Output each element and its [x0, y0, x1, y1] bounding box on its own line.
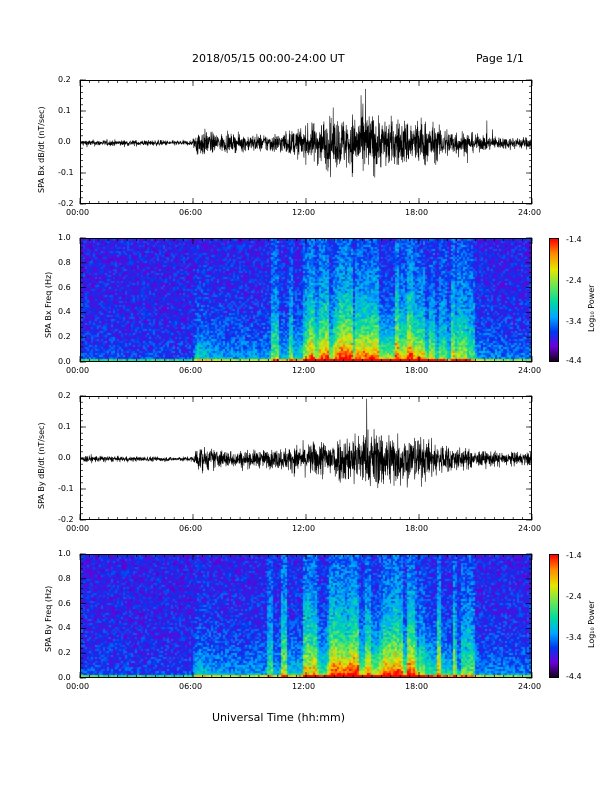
y-tick-label: 0.8: [58, 257, 71, 267]
by-colorbar-tick: -4.4: [566, 672, 582, 681]
y-tick-label: 0.0: [58, 453, 71, 462]
y-tick-label: -0.2: [58, 515, 74, 524]
x-tick-label: 24:00: [518, 682, 542, 691]
y-tick-label: 0.6: [58, 282, 71, 292]
by-colorbar: [549, 554, 559, 678]
by-waveform-plot: [80, 396, 532, 520]
y-tick-label: 0.4: [58, 623, 71, 633]
y-tick-label: 1.0: [58, 549, 71, 558]
x-axis-title: Universal Time (hh:mm): [212, 711, 345, 724]
y-tick-label: 0.4: [58, 307, 71, 317]
x-tick-label: 06:00: [179, 682, 203, 691]
x-tick-label: 12:00: [292, 524, 316, 533]
waveform-series: [81, 398, 531, 489]
bx-waveform-trace: [81, 88, 531, 178]
x-tick-label: 18:00: [405, 208, 429, 217]
x-tick-label: 18:00: [405, 524, 429, 533]
x-tick-label: 00:00: [66, 524, 90, 533]
x-tick-label: 12:00: [292, 208, 316, 217]
y-tick-label: 0.1: [58, 422, 71, 431]
y-tick-label: -0.1: [58, 168, 74, 177]
bx-colorbar: [549, 238, 559, 362]
header-page-number: Page 1/1: [476, 52, 524, 65]
by-spectrogram-image: [81, 555, 531, 677]
y-tick-label: 0.2: [58, 648, 71, 658]
x-tick-label: 06:00: [179, 366, 203, 375]
x-tick-label: 00:00: [66, 208, 90, 217]
y-tick-label: 0.6: [58, 598, 71, 608]
y-tick-label: 0.0: [58, 137, 71, 146]
by-colorbar-tick: -1.4: [566, 551, 582, 560]
x-tick-label: 00:00: [66, 366, 90, 375]
y-tick-label: 0.0: [58, 357, 71, 366]
x-tick-label: 12:00: [292, 366, 316, 375]
x-tick-label: 06:00: [179, 208, 203, 217]
y-tick-label: 0.2: [58, 332, 71, 342]
y-tick-label: 0.2: [58, 75, 71, 84]
waveform-series: [81, 88, 531, 178]
x-tick-label: 06:00: [179, 524, 203, 533]
bx-waveform-plot: [80, 80, 532, 204]
y-tick-label: 0.1: [58, 106, 71, 115]
bx-colorbar-title: Log₁₀ Power: [587, 284, 596, 332]
x-tick-label: 24:00: [518, 208, 542, 217]
bx-colorbar-tick: -2.4: [566, 276, 582, 285]
y-tick-label: -0.1: [58, 484, 74, 493]
by-colorbar-tick: -3.4: [566, 633, 582, 642]
bx-colorbar-tick: -3.4: [566, 317, 582, 326]
by-colorbar-tick: -2.4: [566, 592, 582, 601]
y-tick-label: -0.2: [58, 199, 74, 208]
y-tick-label: 0.8: [58, 573, 71, 583]
y-tick-label: 0.0: [58, 673, 71, 682]
x-tick-label: 18:00: [405, 366, 429, 375]
x-tick-label: 18:00: [405, 682, 429, 691]
x-tick-label: 12:00: [292, 682, 316, 691]
bx-colorbar-tick: -4.4: [566, 356, 582, 365]
by-waveform-trace: [81, 398, 531, 489]
x-tick-label: 00:00: [66, 682, 90, 691]
x-tick-label: 24:00: [518, 366, 542, 375]
x-tick-label: 24:00: [518, 524, 542, 533]
bx-spectrogram-image: [81, 239, 531, 361]
by-colorbar-title: Log₁₀ Power: [587, 600, 596, 648]
y-tick-label: 1.0: [58, 233, 71, 242]
header-date-range: 2018/05/15 00:00-24:00 UT: [192, 52, 345, 65]
bx-colorbar-tick: -1.4: [566, 235, 582, 244]
y-tick-label: 0.2: [58, 391, 71, 400]
